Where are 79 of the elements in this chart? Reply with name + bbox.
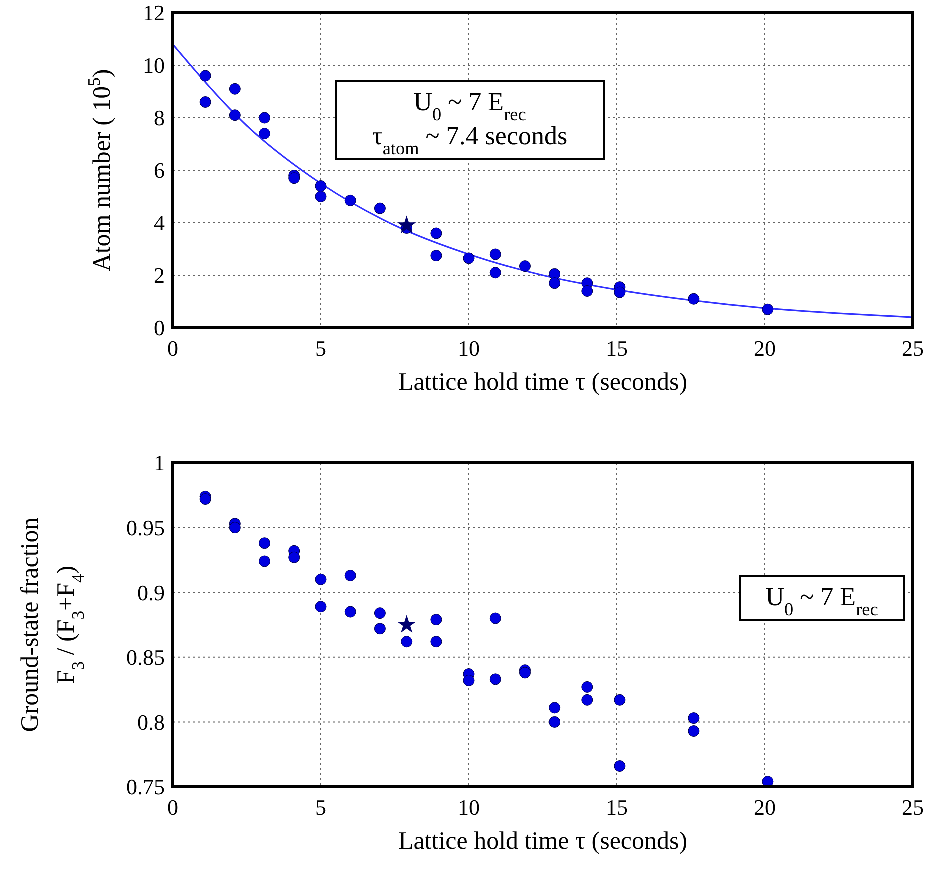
- point: [549, 268, 561, 280]
- point: [463, 252, 475, 264]
- point: [200, 494, 212, 506]
- point: [549, 278, 561, 290]
- point: [229, 522, 241, 534]
- point: [463, 674, 475, 686]
- point: [582, 694, 594, 706]
- point: [344, 570, 356, 582]
- point: [688, 726, 700, 738]
- y-tick-label: 0.95: [126, 516, 165, 540]
- point: [430, 228, 442, 240]
- point: [259, 112, 271, 124]
- point: [229, 110, 241, 122]
- x-tick-label: 25: [902, 336, 924, 361]
- point: [762, 304, 774, 316]
- y-tick-label: 10: [143, 53, 165, 78]
- x-tick-label: 25: [902, 795, 924, 820]
- point: [200, 96, 212, 108]
- point: [344, 606, 356, 618]
- point: [259, 128, 271, 140]
- point: [315, 601, 327, 613]
- y-tick-label: 0.75: [126, 774, 165, 800]
- point: [614, 286, 626, 298]
- point: [401, 636, 413, 648]
- point: [490, 674, 502, 686]
- point: [430, 250, 442, 262]
- point: [374, 608, 386, 620]
- point: [288, 172, 300, 184]
- point: [688, 712, 700, 724]
- point: [430, 614, 442, 626]
- point: [549, 702, 561, 714]
- point: [259, 538, 271, 550]
- point: [490, 248, 502, 260]
- y-tick-label: 12: [143, 0, 165, 26]
- x-tick-label: 20: [754, 795, 776, 820]
- point: [315, 180, 327, 192]
- point: [229, 83, 241, 95]
- point: [688, 293, 700, 305]
- y-tick-label: 2: [154, 263, 165, 288]
- y-tick-label: 0: [154, 316, 165, 341]
- point: [430, 636, 442, 648]
- point: [397, 216, 416, 234]
- point: [397, 615, 416, 634]
- point: [614, 760, 626, 772]
- point: [259, 556, 271, 568]
- point: [315, 574, 327, 586]
- y-tick-label: 0.9: [138, 580, 165, 606]
- x-tick-label: 10: [458, 795, 480, 820]
- point: [582, 286, 594, 297]
- point: [200, 70, 212, 82]
- point: [582, 681, 594, 693]
- point: [549, 716, 561, 728]
- x-tick-label: 5: [316, 795, 326, 820]
- point: [344, 194, 356, 206]
- x-axis-title: Lattice hold time τ (seconds): [398, 828, 688, 855]
- line-series: [173, 44, 913, 318]
- point: [762, 776, 774, 787]
- point: [614, 694, 626, 706]
- y-tick-label: 1: [154, 450, 165, 476]
- point: [288, 552, 300, 564]
- x-tick-label: 5: [316, 336, 326, 361]
- point: [490, 612, 502, 624]
- x-tick-label: 20: [754, 336, 776, 361]
- point: [374, 623, 386, 635]
- x-tick-label: 10: [458, 336, 480, 361]
- x-tick-label: 15: [606, 336, 628, 361]
- point: [519, 667, 531, 679]
- x-axis-title: Lattice hold time τ (seconds): [398, 369, 688, 396]
- y-tick-label: 8: [154, 106, 165, 131]
- x-tick-label: 15: [606, 795, 628, 820]
- y-tick-label: 0.85: [126, 645, 165, 670]
- point: [374, 202, 386, 214]
- annotation: U$_{0}$ ~ 7 E$_{rec}$: [766, 582, 878, 620]
- point: [490, 267, 502, 279]
- point: [315, 191, 327, 202]
- y-tick-label: 4: [154, 210, 165, 236]
- point: [519, 260, 531, 272]
- y-tick-label: 0.8: [138, 710, 165, 735]
- y-tick-label: 6: [154, 158, 165, 184]
